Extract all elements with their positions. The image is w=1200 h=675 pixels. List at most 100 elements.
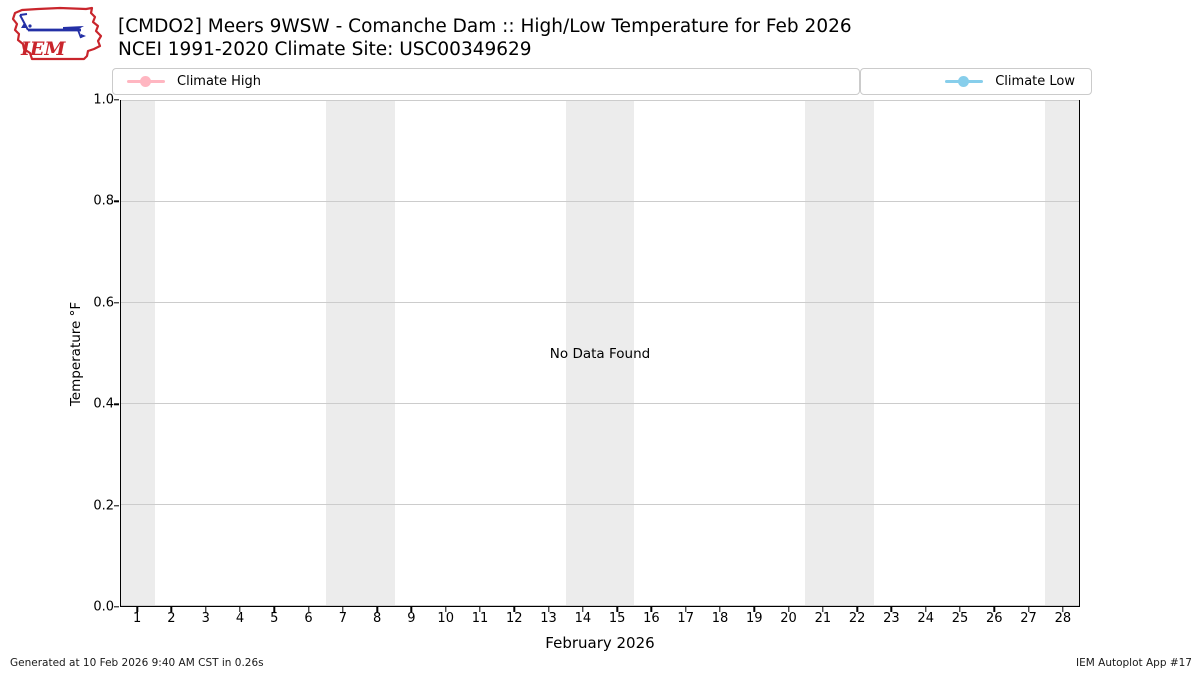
x-tick-label: 12 <box>506 611 523 626</box>
x-tick-label: 27 <box>1020 611 1037 626</box>
x-tick-label: 11 <box>471 611 489 626</box>
x-tick-label: 25 <box>951 611 969 626</box>
x-tick-mark <box>582 607 584 612</box>
iowa-outline <box>11 6 103 61</box>
x-tick-mark <box>925 607 927 612</box>
weekend-band <box>805 101 874 606</box>
climate-high-marker-icon <box>127 76 165 87</box>
x-axis-label: February 2026 <box>545 634 655 652</box>
legend-label-climate-high: Climate High <box>177 74 262 89</box>
x-tick-label: 9 <box>407 611 416 626</box>
x-tick-mark <box>719 607 721 612</box>
x-tick-label: 13 <box>540 611 557 626</box>
iem-logo: IEM <box>11 6 103 61</box>
y-axis-label-wrap: Temperature °F <box>66 100 86 607</box>
x-tick-label: 23 <box>883 611 900 626</box>
x-tick-label: 5 <box>270 611 279 626</box>
x-tick-label: 26 <box>986 611 1003 626</box>
x-tick-label: 14 <box>574 611 592 626</box>
x-tick-label: 15 <box>608 611 626 626</box>
x-tick-label: 4 <box>235 611 245 626</box>
y-tick-label: 0.4 <box>93 396 114 412</box>
x-tick-mark <box>136 607 138 612</box>
y-axis-tick-labels: 0.0 0.2 0.4 0.6 0.8 1.0 <box>0 93 114 615</box>
gridline <box>121 605 1079 606</box>
x-tick-label: 17 <box>677 611 694 626</box>
app-credit: IEM Autoplot App #17 <box>1076 657 1192 669</box>
y-tick-label: 0.6 <box>93 295 114 311</box>
x-tick-mark <box>547 607 550 612</box>
x-tick-mark <box>273 607 275 612</box>
x-tick-mark <box>959 607 961 612</box>
x-tick-mark <box>753 607 755 612</box>
x-tick-mark <box>1027 607 1030 612</box>
x-tick-mark <box>993 607 995 612</box>
gridline <box>121 504 1079 505</box>
x-tick-mark <box>342 607 344 612</box>
x-tick-label: 22 <box>848 611 866 626</box>
y-tick-mark <box>114 504 119 507</box>
x-tick-mark <box>856 607 858 612</box>
y-axis-label: Temperature °F <box>68 301 84 406</box>
x-tick-label: 10 <box>437 611 454 626</box>
x-tick-label: 16 <box>643 611 660 626</box>
x-tick-label: 8 <box>373 611 382 626</box>
plot-area: No Data Found <box>120 100 1080 607</box>
y-tick-mark <box>114 403 119 405</box>
x-axis-tick-marks <box>120 607 1080 613</box>
x-tick-mark <box>616 607 618 612</box>
y-tick-mark <box>114 99 119 101</box>
weekend-band <box>565 101 635 606</box>
iem-logo-text: IEM <box>20 38 66 60</box>
gridline <box>121 403 1079 404</box>
x-tick-mark <box>822 607 824 612</box>
x-tick-label: 20 <box>780 611 797 626</box>
x-tick-mark <box>479 607 481 612</box>
x-tick-label: 2 <box>167 611 176 626</box>
x-tick-mark <box>650 607 653 612</box>
y-axis-tick-marks <box>114 99 119 608</box>
y-tick-mark <box>114 302 119 304</box>
x-tick-mark <box>239 607 241 612</box>
legend-item-climate-high: Climate High <box>112 68 860 95</box>
chart-subtitle: NCEI 1991-2020 Climate Site: USC00349629 <box>118 39 532 60</box>
y-tick-label: 0.2 <box>93 498 114 514</box>
title-block: [CMDO2] Meers 9WSW - Comanche Dam :: Hig… <box>118 15 852 61</box>
x-axis-tick-labels: 1 2 3 4 5 6 7 8 9 10 11 12 13 14 15 16 17 18 19 20 21 22 23 24 2… <box>120 611 1080 629</box>
weekend-band <box>121 101 156 606</box>
y-tick-label: 1.0 <box>93 92 114 108</box>
weather-vane-icon <box>19 13 86 39</box>
x-tick-label: 19 <box>746 611 763 626</box>
x-tick-label: 3 <box>201 611 210 626</box>
generated-timestamp: Generated at 10 Feb 2026 9:40 AM CST in … <box>10 657 264 669</box>
x-tick-label: 18 <box>711 611 729 626</box>
y-tick-mark <box>114 606 119 608</box>
legend: Climate High Climate Low <box>112 68 1092 95</box>
gridline <box>121 302 1079 303</box>
y-tick-mark <box>114 200 119 203</box>
x-tick-mark <box>376 607 378 612</box>
x-tick-mark <box>307 607 310 612</box>
x-tick-mark <box>1062 607 1064 612</box>
x-tick-mark <box>685 607 687 612</box>
climate-low-marker-icon <box>945 76 984 87</box>
x-tick-mark <box>513 607 515 612</box>
y-tick-label: 0.8 <box>93 193 114 209</box>
x-tick-label: 1 <box>133 611 142 626</box>
x-tick-mark <box>205 607 207 612</box>
x-tick-mark <box>170 607 173 612</box>
x-tick-label: 7 <box>338 611 347 626</box>
x-tick-mark <box>890 607 893 612</box>
weekend-band <box>326 101 395 606</box>
y-tick-label: 0.0 <box>93 599 114 615</box>
x-tick-mark <box>787 607 790 612</box>
x-tick-mark <box>445 607 447 612</box>
x-tick-label: 24 <box>917 611 934 626</box>
chart-title: [CMDO2] Meers 9WSW - Comanche Dam :: Hig… <box>118 16 852 37</box>
legend-item-climate-low: Climate Low <box>860 68 1092 95</box>
no-data-annotation: No Data Found <box>549 345 651 362</box>
x-tick-label: 21 <box>814 611 832 626</box>
x-tick-mark <box>410 607 413 612</box>
weekend-band <box>1044 101 1079 606</box>
